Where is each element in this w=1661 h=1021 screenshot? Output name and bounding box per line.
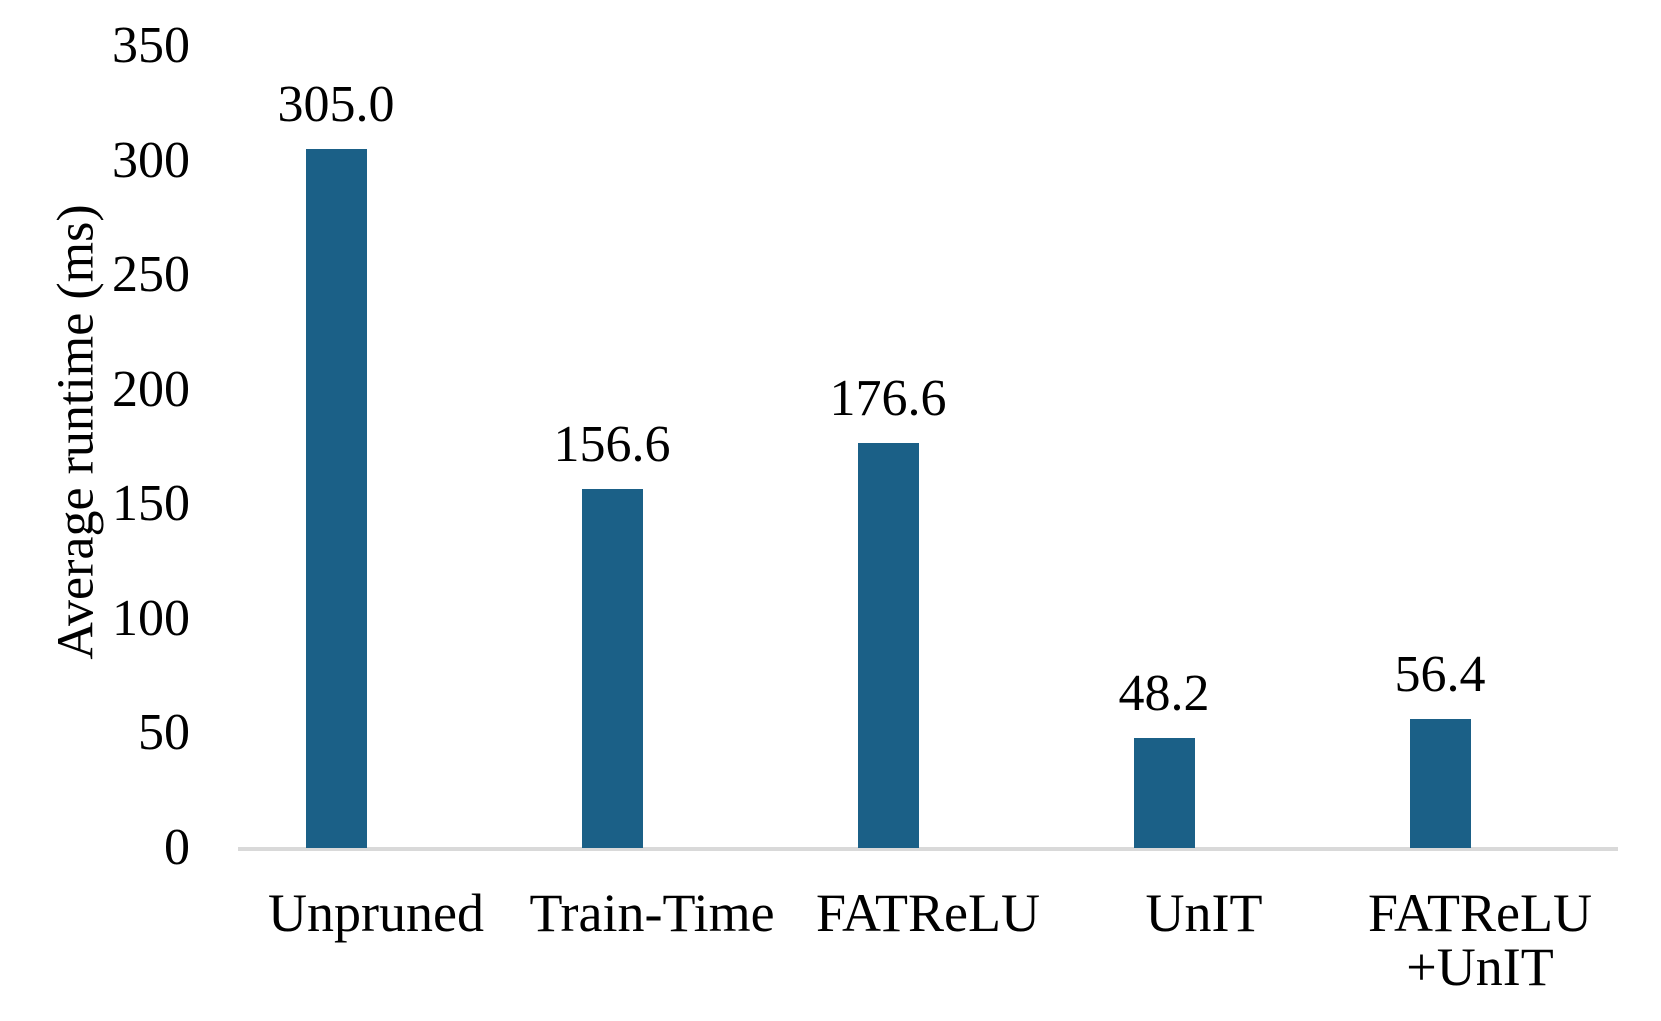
category-label: FATReLU +UnIT bbox=[1368, 883, 1592, 997]
category-label: FATReLU bbox=[816, 883, 1040, 943]
bar-value-label: 48.2 bbox=[1118, 664, 1210, 722]
y-tick-label: 350 bbox=[112, 17, 190, 74]
category-label: Train-Time bbox=[529, 883, 775, 943]
bar-value-label: 156.6 bbox=[553, 416, 671, 474]
y-tick-label: 250 bbox=[112, 246, 190, 304]
bar-value-label: 56.4 bbox=[1394, 645, 1486, 703]
bar bbox=[1409, 718, 1471, 848]
category-label: Unpruned bbox=[268, 883, 484, 943]
bar bbox=[857, 443, 919, 848]
bar bbox=[1133, 737, 1195, 848]
bar bbox=[581, 489, 643, 848]
x-axis-line bbox=[238, 847, 1618, 851]
y-tick-label: 50 bbox=[138, 704, 190, 762]
bar-value-label: 176.6 bbox=[829, 370, 947, 428]
category-label: UnIT bbox=[1145, 883, 1263, 943]
bar bbox=[305, 149, 367, 848]
y-tick-label: 200 bbox=[112, 360, 190, 418]
y-tick-label: 100 bbox=[112, 589, 190, 647]
y-tick-label: 300 bbox=[112, 131, 190, 189]
y-tick-label: 0 bbox=[164, 819, 190, 876]
y-tick-label: 150 bbox=[112, 475, 190, 533]
bar-value-label: 305.0 bbox=[277, 76, 395, 134]
